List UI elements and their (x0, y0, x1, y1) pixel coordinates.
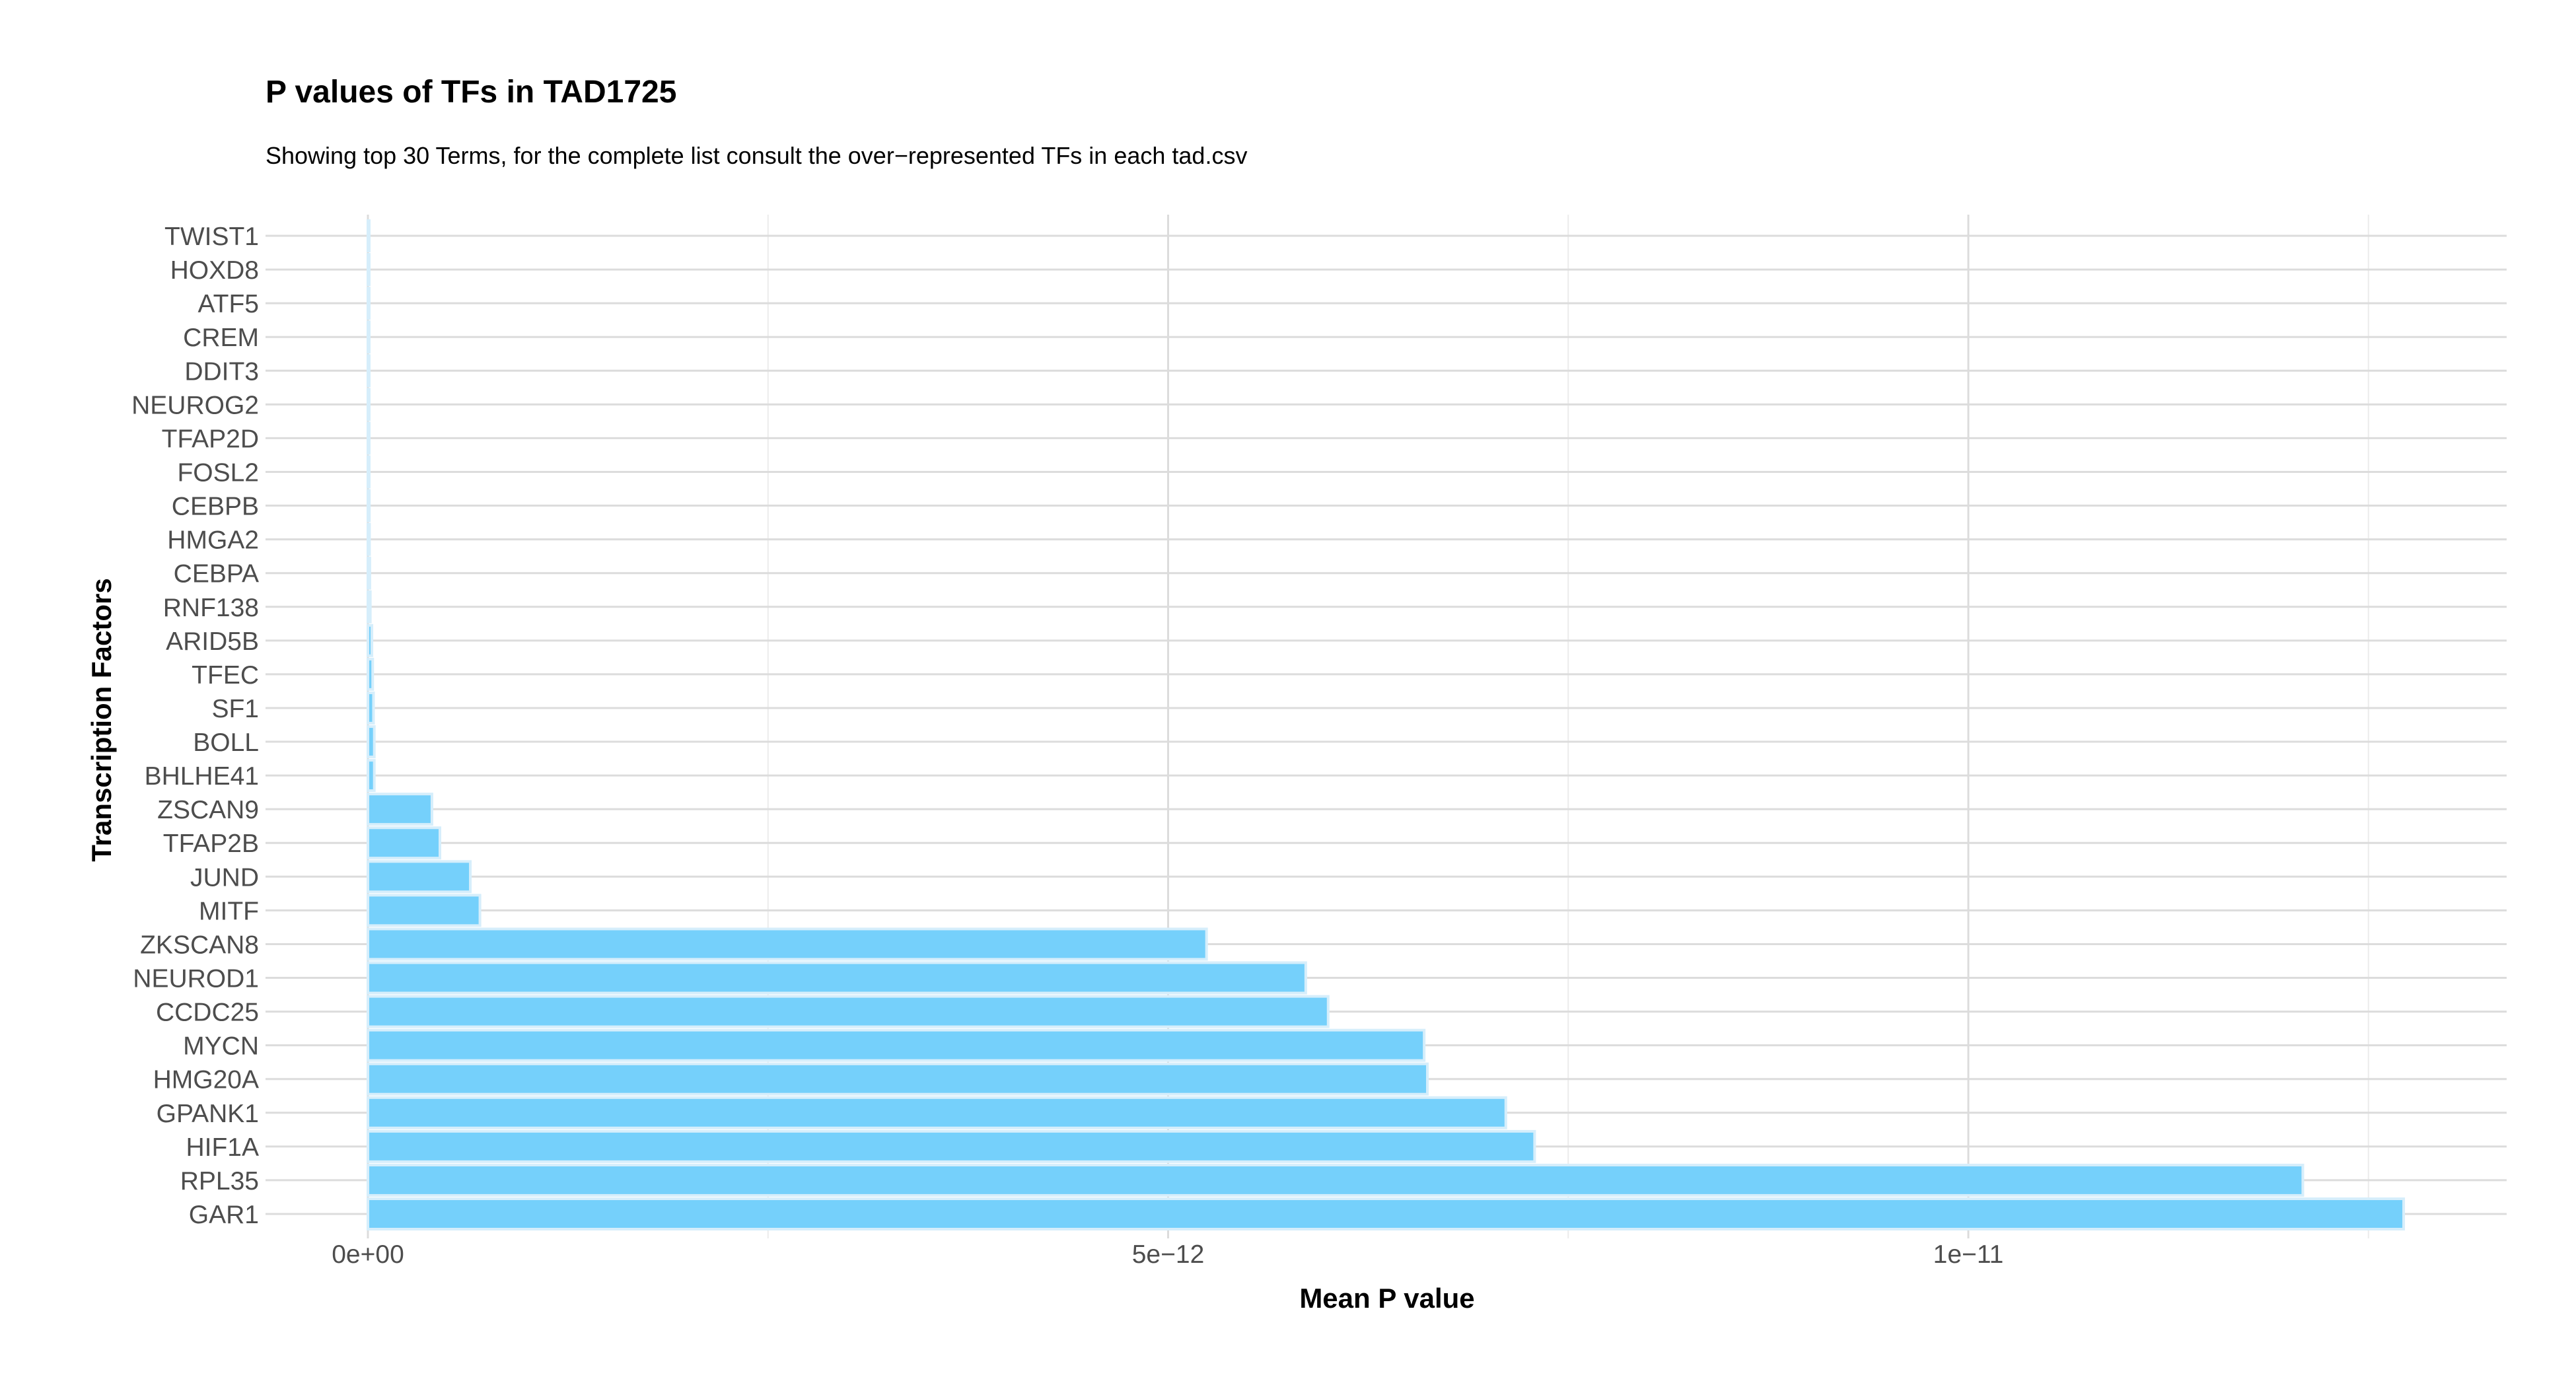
y-tick-label: DDIT3 (184, 357, 259, 386)
y-tick-label: ZSCAN9 (157, 796, 259, 824)
y-tick-label: TFAP2D (162, 425, 259, 453)
y-tick-label: TWIST1 (164, 223, 259, 251)
x-axis-title: Mean P value (1299, 1283, 1474, 1314)
bar-crem (367, 320, 371, 354)
bar-sf1 (367, 691, 375, 725)
bar-cebpa (367, 556, 371, 590)
bar-hmga2 (367, 522, 371, 556)
bar-arid5b (367, 623, 374, 657)
bar-zkscan8 (367, 927, 1208, 961)
bar-ccdc25 (367, 995, 1330, 1028)
bar-zscan9 (367, 793, 433, 826)
bar-atf5 (367, 287, 371, 320)
x-tick-labels: 0e+00 5e−12 1e−11 (332, 1240, 2003, 1269)
bar-hmg20a (367, 1062, 1429, 1096)
x-tick-label: 1e−11 (1933, 1240, 2004, 1269)
bar-twist1 (367, 219, 371, 252)
bar-rnf138 (367, 590, 372, 623)
bar-mycn (367, 1028, 1426, 1062)
y-tick-label: SF1 (211, 695, 259, 723)
y-tick-label: TFEC (192, 661, 259, 690)
y-tick-label: ATF5 (198, 290, 259, 318)
y-tick-label: NEUROG2 (131, 391, 259, 419)
y-tick-label: ZKSCAN8 (140, 931, 259, 959)
y-tick-label: BOLL (193, 729, 259, 757)
x-tick-label: 0e+00 (332, 1240, 404, 1269)
y-tick-label: FOSL2 (177, 458, 259, 487)
y-tick-label: NEUROD1 (133, 965, 259, 993)
y-tick-label: JUND (190, 863, 259, 892)
bar-cebpb (367, 489, 371, 522)
x-tick-label: 5e−12 (1132, 1240, 1205, 1269)
bar-neurog2 (367, 388, 371, 421)
y-tick-label: HIF1A (186, 1133, 259, 1162)
bar-gpank1 (367, 1096, 1507, 1129)
y-tick-label: CREM (183, 324, 259, 352)
bar-tfap2b (367, 826, 442, 860)
y-tick-label: GAR1 (189, 1201, 259, 1229)
bar-gar1 (367, 1197, 2406, 1230)
y-tick-label: MITF (199, 897, 259, 925)
y-tick-label: RNF138 (163, 594, 259, 622)
y-tick-label: HOXD8 (170, 256, 259, 285)
y-tick-label: HMG20A (153, 1066, 259, 1094)
y-tick-label: BHLHE41 (145, 762, 259, 791)
bar-tfap2d (367, 421, 371, 455)
bar-hif1a (367, 1129, 1536, 1163)
bar-fosl2 (367, 455, 371, 489)
y-tick-label: GPANK1 (157, 1100, 259, 1128)
chart-subtitle: Showing top 30 Terms, for the complete l… (266, 142, 1248, 169)
y-tick-label: CEBPB (172, 493, 259, 521)
bar-neurod1 (367, 961, 1307, 995)
y-tick-label: CCDC25 (156, 999, 259, 1027)
bar-bhlhe41 (367, 759, 376, 793)
bar-mitf (367, 894, 482, 927)
y-tick-label: RPL35 (180, 1167, 259, 1195)
bar-rpl35 (367, 1163, 2305, 1197)
y-tick-label: HMGA2 (167, 526, 259, 555)
y-axis-title: Transcription Factors (86, 578, 117, 861)
y-tick-label: MYCN (183, 1032, 259, 1061)
bar-tfec (367, 657, 375, 691)
y-tick-labels: GAR1 RPL35 HIF1A GPANK1 HMG20A MYCN CCDC25 NEUR… (131, 223, 259, 1229)
chart-title: P values of TFs in TAD1725 (266, 75, 677, 110)
y-tick-label: ARID5B (166, 627, 259, 656)
bar-hoxd8 (367, 253, 371, 287)
y-tick-label: CEBPA (174, 560, 259, 588)
bar-boll (367, 725, 376, 759)
bars (367, 219, 2406, 1230)
bar-ddit3 (367, 354, 371, 388)
y-tick-label: TFAP2B (163, 830, 259, 858)
bar-jund (367, 860, 472, 894)
